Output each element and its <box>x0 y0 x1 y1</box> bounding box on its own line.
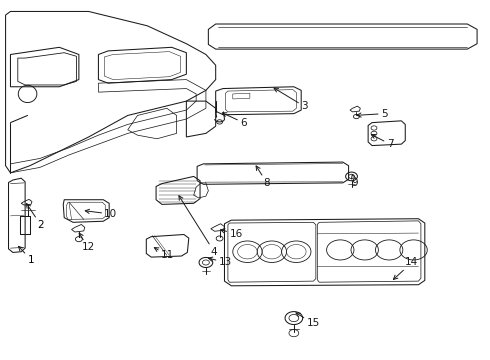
Text: 11: 11 <box>154 248 174 260</box>
Text: 8: 8 <box>256 166 270 188</box>
Text: 7: 7 <box>371 135 393 149</box>
Text: 10: 10 <box>85 209 118 219</box>
Text: 5: 5 <box>357 109 388 119</box>
Text: 15: 15 <box>296 313 320 328</box>
Text: 16: 16 <box>220 229 243 239</box>
Text: 6: 6 <box>222 113 247 128</box>
Text: 2: 2 <box>26 203 44 230</box>
Text: 13: 13 <box>208 257 232 267</box>
Text: 4: 4 <box>179 196 218 257</box>
Text: 14: 14 <box>393 257 418 279</box>
Text: 9: 9 <box>351 175 358 188</box>
Text: 1: 1 <box>19 246 34 265</box>
Text: 3: 3 <box>274 88 308 112</box>
Text: 12: 12 <box>79 233 95 252</box>
